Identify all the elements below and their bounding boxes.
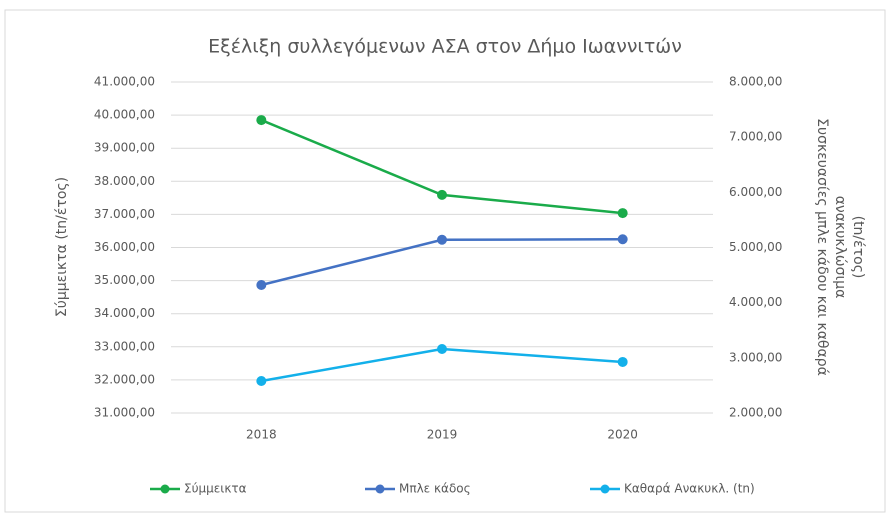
legend-label: Σύμμεικτα xyxy=(184,482,247,496)
data-point xyxy=(437,189,447,200)
legend-label: Μπλε κάδος xyxy=(399,482,471,496)
chart-title: Εξέλιξη συλλεγόμενων ΑΣΑ στον Δήμο Ιωανν… xyxy=(208,36,682,58)
chart-frame xyxy=(4,9,886,513)
y2-tick-label: 6.000,00 xyxy=(729,185,782,199)
y-tick-label: 37.000,00 xyxy=(94,207,155,221)
y-tick-label: 41.000,00 xyxy=(94,75,155,89)
legend-marker xyxy=(600,484,610,494)
x-tick-label: 2019 xyxy=(427,428,458,442)
data-point xyxy=(617,356,628,367)
y-tick-label: 36.000,00 xyxy=(94,240,155,254)
y2-axis-label: Συσκευασίες μπλε κάδου και καθαρά xyxy=(814,118,830,376)
legend-marker xyxy=(375,484,385,494)
data-point xyxy=(617,208,628,219)
y-tick-label: 31.000,00 xyxy=(94,406,155,420)
y-tick-label: 32.000,00 xyxy=(94,372,155,386)
data-point xyxy=(256,376,267,387)
y2-tick-label: 2.000,00 xyxy=(729,406,782,420)
y-tick-label: 35.000,00 xyxy=(94,273,155,287)
y-tick-label: 38.000,00 xyxy=(94,174,155,188)
legend-label: Καθαρά Ανακυκλ. (tn) xyxy=(624,482,755,496)
data-point xyxy=(437,344,447,355)
data-point xyxy=(437,234,447,245)
y-axis-label: Σύμμεικτα (tn/έτος) xyxy=(54,177,70,317)
y-tick-label: 33.000,00 xyxy=(94,339,155,353)
y-tick-label: 40.000,00 xyxy=(94,108,155,122)
data-point xyxy=(256,115,267,126)
legend-marker xyxy=(160,484,170,494)
y2-tick-label: 7.000,00 xyxy=(729,130,782,144)
y-tick-label: 39.000,00 xyxy=(94,141,155,155)
y2-tick-label: 5.000,00 xyxy=(729,240,782,254)
y2-tick-label: 3.000,00 xyxy=(729,350,782,364)
data-point xyxy=(256,280,267,291)
data-point xyxy=(617,234,628,245)
y2-axis-label: (tn/έτος) xyxy=(850,216,866,279)
y2-axis-label: ανακυκλώσιμα xyxy=(832,196,848,299)
x-tick-label: 2018 xyxy=(246,428,277,442)
x-tick-label: 2020 xyxy=(607,428,638,442)
y-tick-label: 34.000,00 xyxy=(94,306,155,320)
y2-tick-label: 8.000,00 xyxy=(729,75,782,89)
y2-tick-label: 4.000,00 xyxy=(729,295,782,309)
